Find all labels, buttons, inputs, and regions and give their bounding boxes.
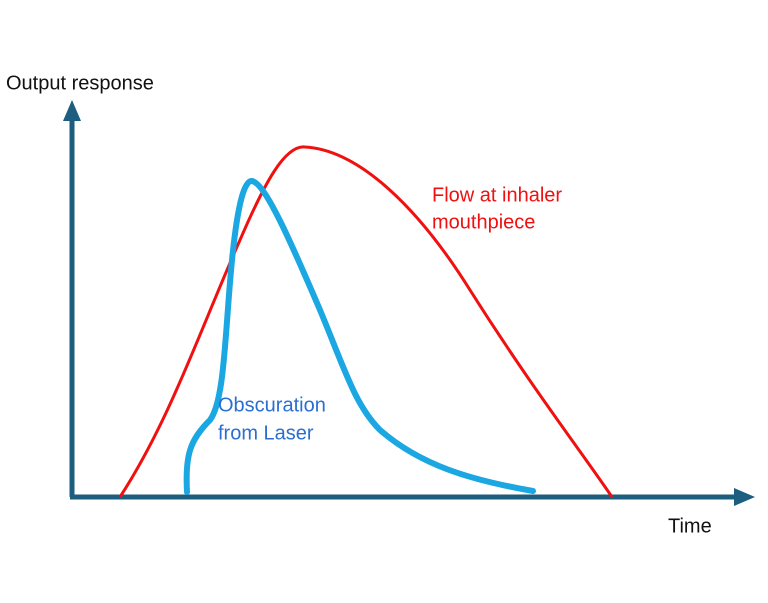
obscuration-curve [183,178,536,495]
obscuration-label: Obscuration [218,394,326,416]
x-axis-label: Time [668,515,712,537]
flow-label: Flow at inhaler [432,184,562,206]
y-axis-label: Output response [6,72,154,94]
obscuration-label: from Laser [218,422,314,444]
y-axis-arrow [63,100,81,121]
flow-label: mouthpiece [432,211,535,233]
x-axis-arrow [734,488,755,506]
flow-curve [118,145,614,498]
